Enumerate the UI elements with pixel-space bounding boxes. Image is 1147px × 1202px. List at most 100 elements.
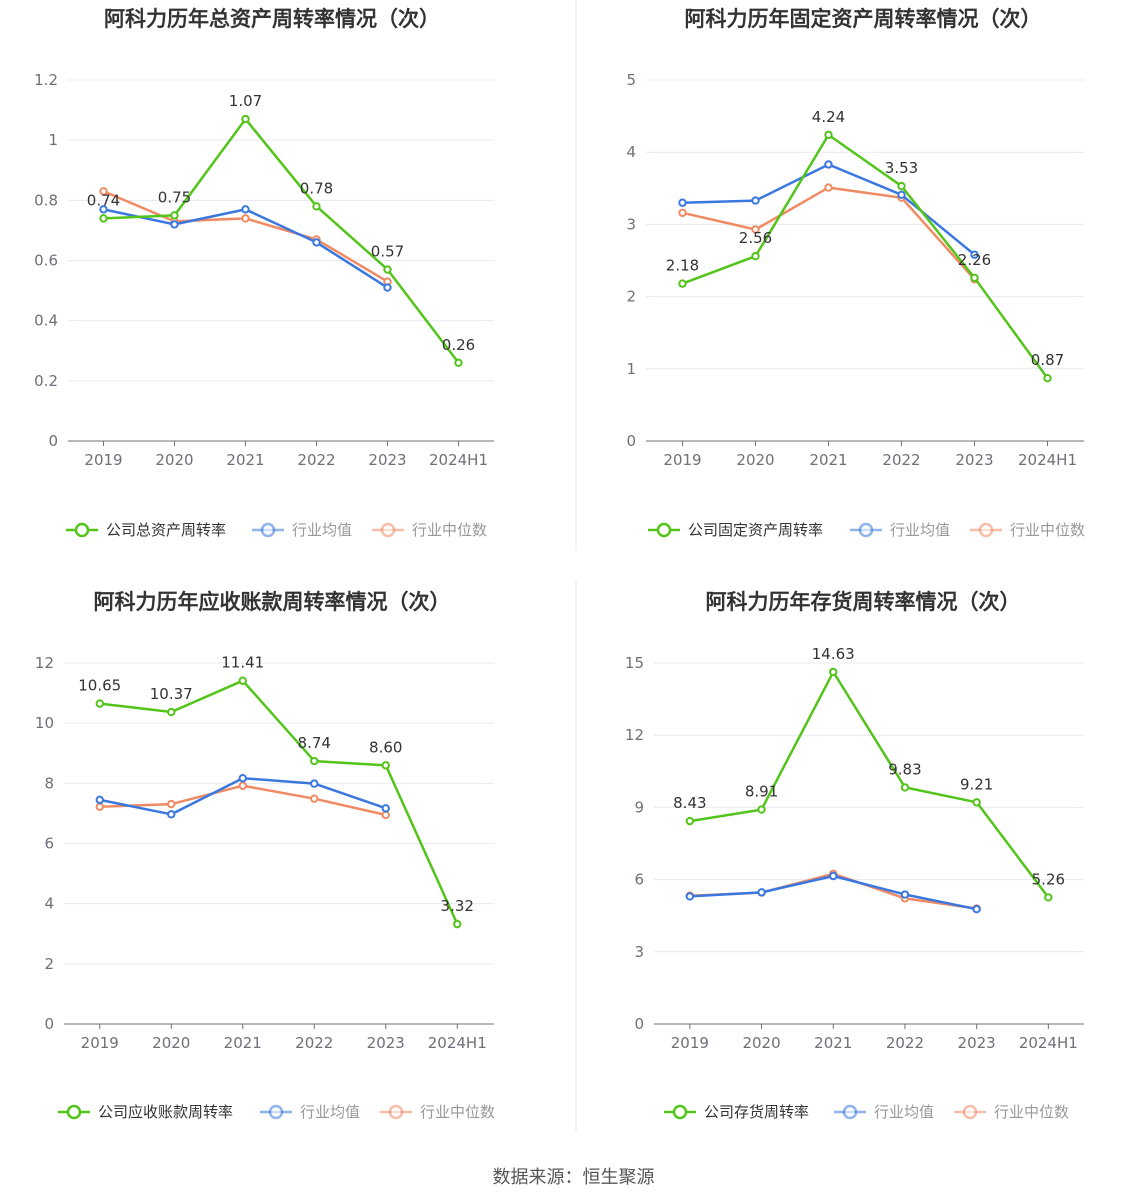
x-tick-label: 2023 <box>955 451 993 469</box>
chart-title: 阿科力历年存货周转率情况（次） <box>706 590 1021 614</box>
y-tick-label: 5 <box>626 71 636 89</box>
data-label: 10.65 <box>78 677 121 695</box>
x-tick-label: 2024H1 <box>429 451 488 469</box>
x-tick-label: 2023 <box>958 1034 996 1052</box>
legend-label: 行业中位数 <box>420 1103 495 1121</box>
data-point-industry-avg <box>970 250 979 259</box>
y-tick-label: 1 <box>48 131 58 149</box>
y-tick-label: 1 <box>626 360 636 378</box>
series-line-company <box>682 133 1049 379</box>
x-tick-label: 2019 <box>663 451 701 469</box>
legend-item-industry-median[interactable]: 行业中位数 <box>380 1103 495 1121</box>
legend-marker <box>66 1104 82 1120</box>
x-tick-label: 2023 <box>368 451 406 469</box>
legend-item-company[interactable]: 公司存货周转率 <box>664 1103 809 1121</box>
data-label: 2.26 <box>958 251 991 269</box>
data-point-company <box>310 756 319 766</box>
legend-item-industry-avg[interactable]: 行业均值 <box>260 1103 360 1121</box>
data-point-company <box>99 214 108 223</box>
y-tick-label: 0.2 <box>34 372 58 390</box>
data-point-industry-avg <box>170 220 179 229</box>
data-label: 0.26 <box>442 336 475 354</box>
legend-label: 公司总资产周转率 <box>106 521 226 539</box>
y-tick-label: 1.2 <box>34 71 58 89</box>
data-point-industry-median <box>238 781 247 790</box>
y-tick-label: 0 <box>44 1015 54 1033</box>
legend-item-industry-avg[interactable]: 行业均值 <box>850 521 950 539</box>
data-label: 4.24 <box>812 108 845 126</box>
source-label: 数据来源：恒生聚源 <box>493 1167 655 1188</box>
data-point-company <box>1043 373 1052 383</box>
data-point-industry-median <box>310 794 319 803</box>
data-point-industry-avg <box>900 890 910 899</box>
legend-item-industry-avg[interactable]: 行业均值 <box>834 1103 934 1121</box>
data-label: 9.21 <box>960 775 993 793</box>
data-point-industry-avg <box>829 871 838 881</box>
y-tick-label: 12 <box>625 726 644 744</box>
legend-marker <box>268 1104 284 1120</box>
legend-marker <box>962 1104 978 1120</box>
legend-item-company[interactable]: 公司应收账款周转率 <box>58 1103 233 1121</box>
legend-item-industry-median[interactable]: 行业中位数 <box>970 521 1085 539</box>
data-point-industry-median <box>678 208 687 218</box>
data-point-industry-avg <box>897 190 906 199</box>
data-point-industry-median <box>751 225 760 234</box>
data-label: 0.75 <box>158 188 191 206</box>
series-line-industry-median <box>103 190 389 283</box>
chart-title: 阿科力历年应收账款周转率情况（次） <box>94 590 451 614</box>
legend-label: 行业中位数 <box>1010 521 1085 539</box>
series-line-company <box>103 117 460 364</box>
y-tick-label: 12 <box>35 654 54 672</box>
data-point-industry-avg <box>824 160 833 169</box>
data-label: 1.07 <box>229 92 262 110</box>
x-tick-label: 2021 <box>224 1034 262 1052</box>
data-point-industry-median <box>381 810 390 820</box>
y-tick-label: 8 <box>44 774 54 792</box>
data-point-industry-avg <box>678 198 687 207</box>
y-tick-label: 15 <box>625 654 644 672</box>
data-point-industry-median <box>241 214 250 223</box>
y-tick-label: 0 <box>634 1015 644 1033</box>
data-label: 0.87 <box>1031 351 1064 369</box>
data-label: 2.18 <box>666 257 699 275</box>
y-tick-label: 0.6 <box>34 252 58 270</box>
data-point-industry-avg <box>381 804 390 813</box>
data-label: 11.41 <box>221 654 264 672</box>
data-label: 0.74 <box>87 191 120 209</box>
data-point-industry-median <box>824 183 833 192</box>
legend-item-industry-median[interactable]: 行业中位数 <box>954 1103 1069 1121</box>
data-point-industry-avg <box>99 205 108 214</box>
data-point-company <box>900 783 910 792</box>
x-tick-label: 2021 <box>809 451 847 469</box>
legend-label: 行业均值 <box>890 521 950 539</box>
x-tick-label: 2019 <box>671 1034 709 1052</box>
legend-item-company[interactable]: 公司总资产周转率 <box>66 521 226 539</box>
data-label: 0.78 <box>300 179 333 197</box>
data-label: 8.74 <box>298 734 331 752</box>
legend-label: 行业均值 <box>292 521 352 539</box>
x-tick-label: 2020 <box>742 1034 780 1052</box>
data-point-industry-avg <box>95 795 104 805</box>
legend-marker <box>380 522 396 538</box>
series-line-industry-median <box>99 784 387 817</box>
legend-marker <box>74 522 90 538</box>
x-tick-label: 2022 <box>297 451 335 469</box>
data-point-company <box>751 251 760 261</box>
x-tick-label: 2024H1 <box>1019 1034 1078 1052</box>
legend-item-company[interactable]: 公司固定资产周转率 <box>648 521 823 539</box>
data-point-company <box>95 699 104 708</box>
legend-item-industry-avg[interactable]: 行业均值 <box>252 521 352 539</box>
x-tick-label: 2020 <box>736 451 774 469</box>
data-label: 8.43 <box>673 794 706 812</box>
legend-item-industry-median[interactable]: 行业中位数 <box>372 521 487 539</box>
data-point-company <box>312 202 321 211</box>
y-tick-label: 4 <box>44 895 54 913</box>
y-tick-label: 6 <box>44 835 54 853</box>
series-line-industry-avg <box>682 163 976 256</box>
data-label: 0.57 <box>371 243 404 261</box>
legend-marker <box>672 1104 688 1120</box>
data-label: 3.32 <box>441 897 474 915</box>
legend-label: 行业中位数 <box>412 521 487 539</box>
legend-label: 公司存货周转率 <box>704 1103 809 1121</box>
